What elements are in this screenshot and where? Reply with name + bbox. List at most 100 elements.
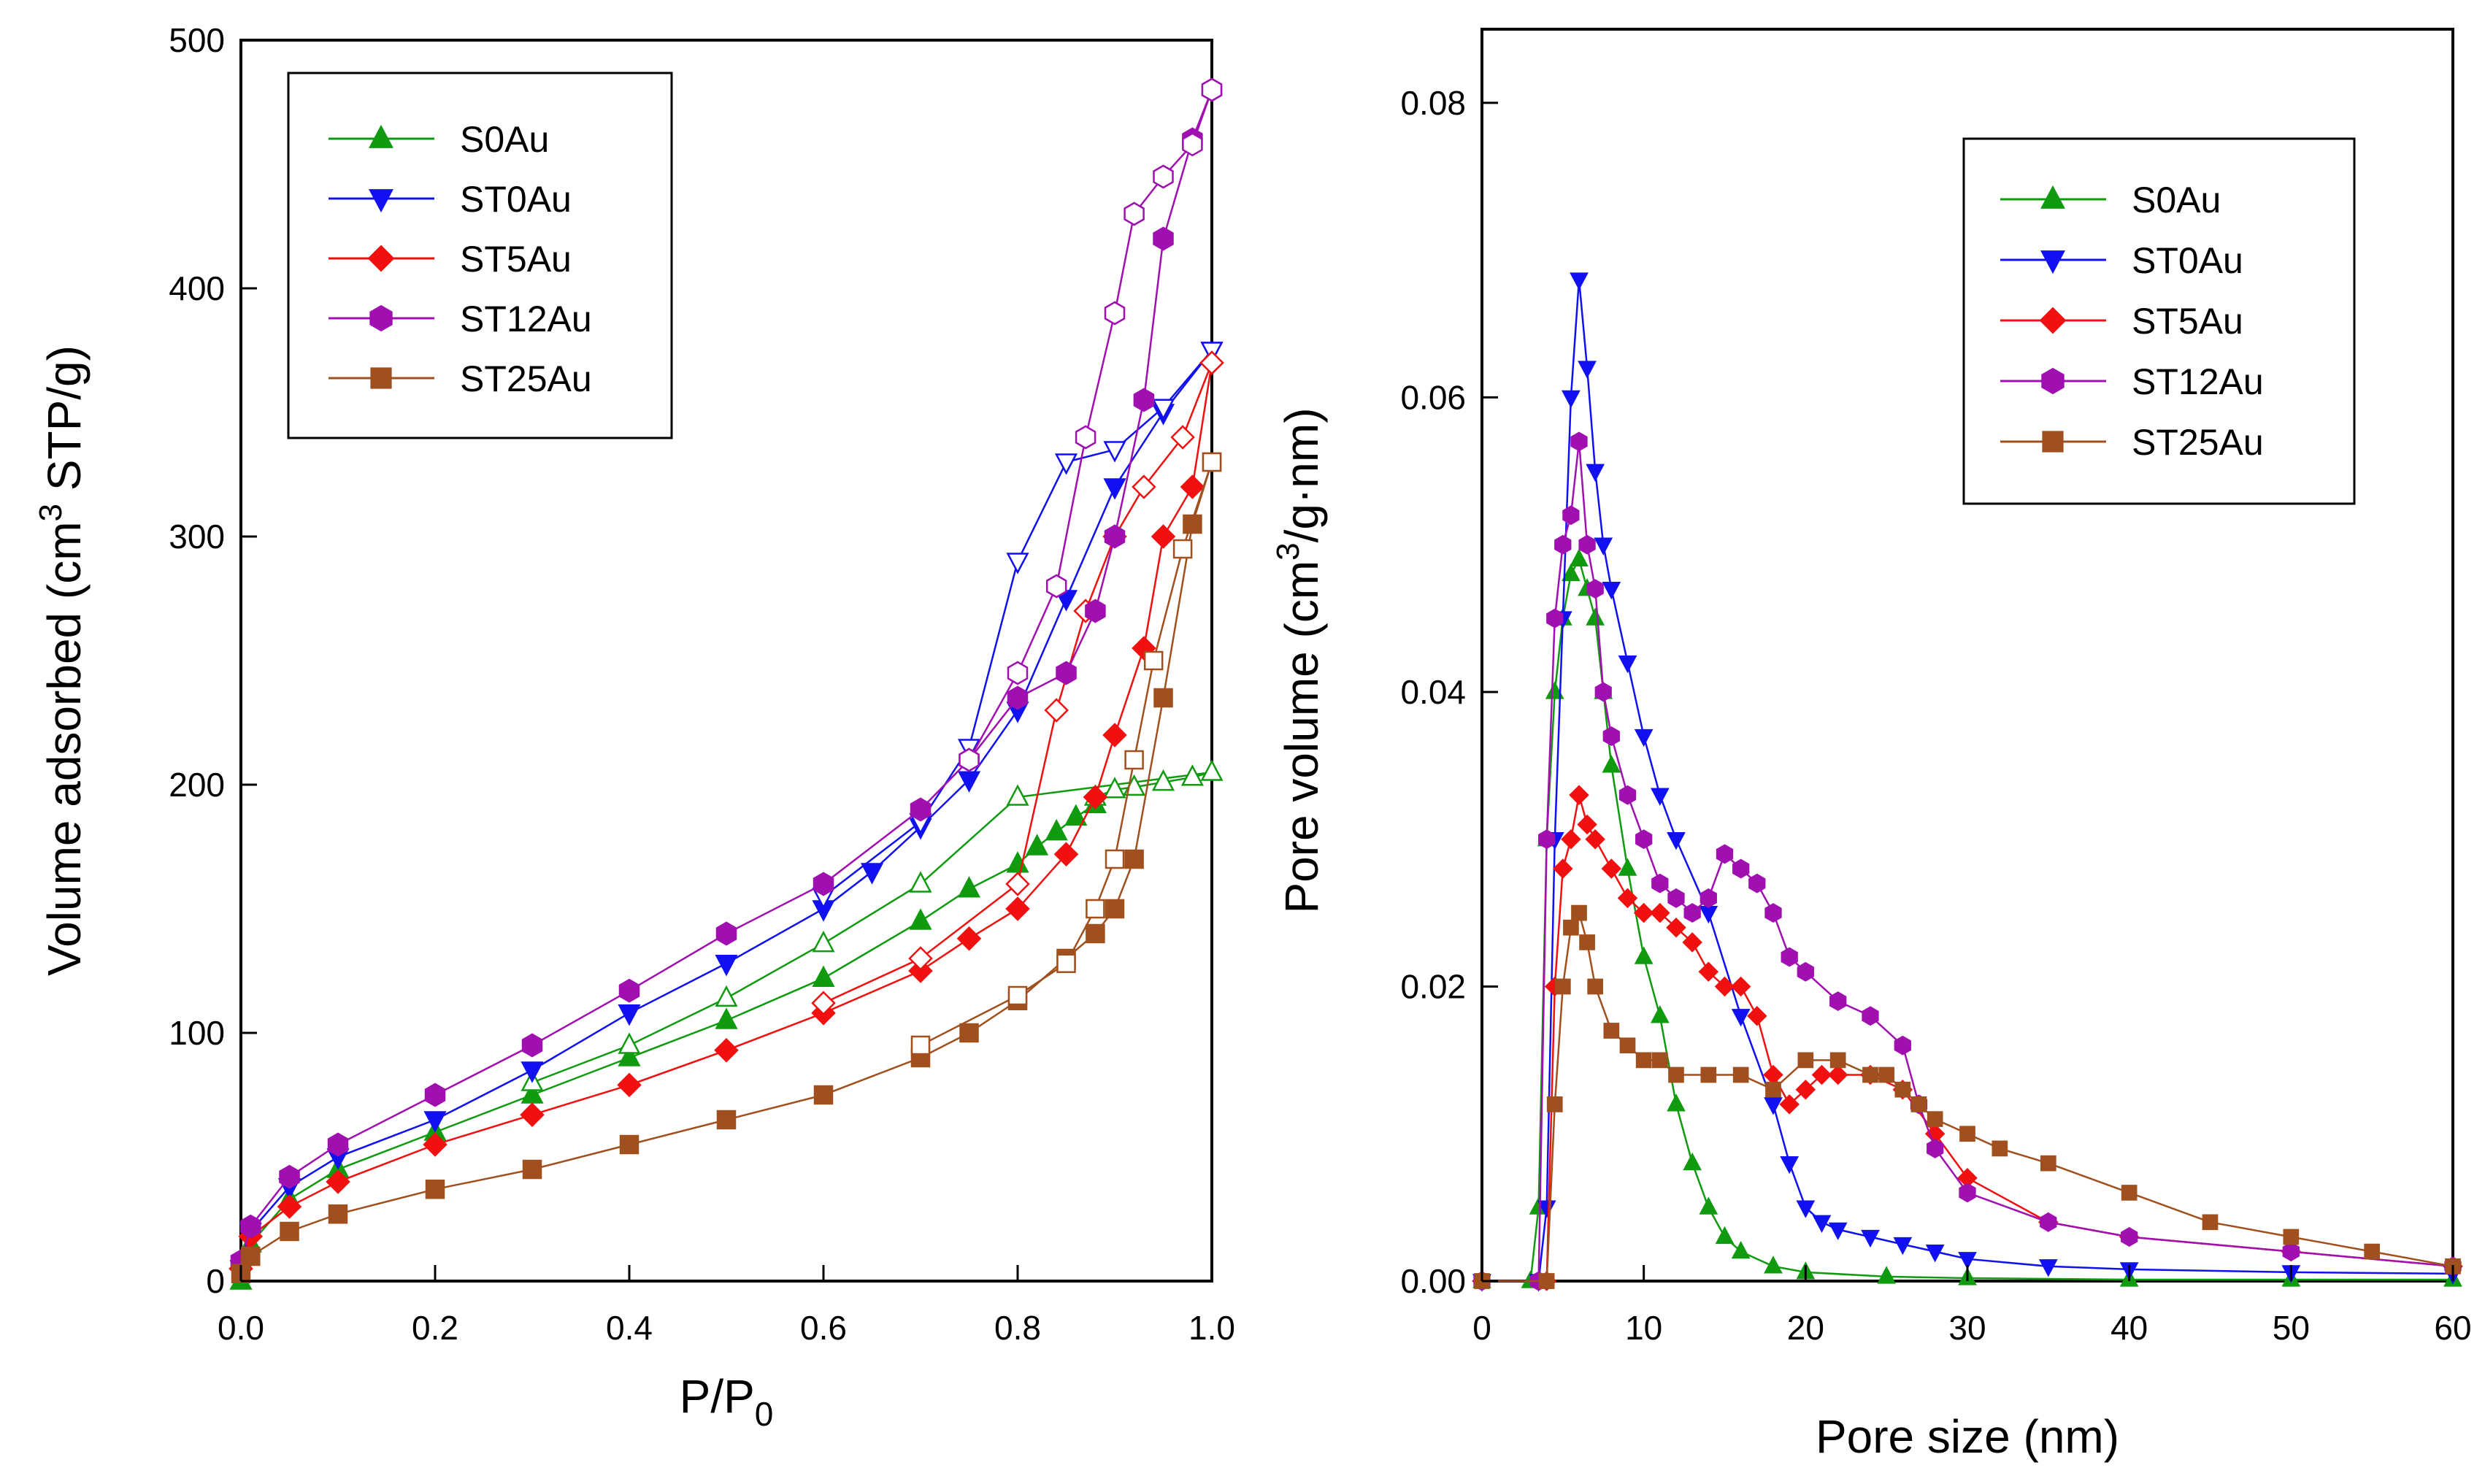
series-st25au-point (1202, 452, 1222, 472)
series-st0au-point (1796, 1200, 1816, 1218)
legend-marker-st5au (367, 245, 395, 272)
series-s0au-point (1731, 1240, 1751, 1259)
series-st25au-point (328, 1204, 348, 1224)
x-tick-label: 0.0 (218, 1309, 264, 1347)
series-st12au-point (1045, 574, 1067, 599)
legend-entry-st0au: ST0Au (2000, 240, 2243, 281)
series-st25au-point (2121, 1185, 2138, 1201)
series-st5au-point (811, 991, 836, 1015)
series-st5au-point (1151, 524, 1176, 549)
series-st0au-point (715, 955, 738, 977)
series-st5au-point (1779, 1094, 1800, 1115)
series-st12au-point (2282, 1242, 2300, 1262)
series-st0au-point (1699, 905, 1718, 924)
series-st25au-point (1619, 1037, 1636, 1054)
series-st5au-point (1053, 842, 1079, 866)
series-s0au-point (1006, 784, 1029, 806)
series-st25au-point (1056, 953, 1076, 974)
series-st12au-point (1927, 1138, 1944, 1158)
legend-marker-s0au (2040, 185, 2065, 209)
x-tick-label: 20 (1787, 1309, 1824, 1347)
series-s0au-point (1586, 607, 1605, 626)
series-st12au-point (1546, 608, 1564, 628)
series-st25au-point (1183, 514, 1202, 534)
series-st12au-point (2121, 1227, 2138, 1247)
series-st0au-point (957, 771, 981, 793)
series-st12au-point (1716, 844, 1734, 864)
series-st12au-point (618, 978, 640, 1003)
series-st12au-point (1594, 682, 1612, 702)
series-st12au-point (424, 1083, 446, 1107)
series-s0au-point (1103, 777, 1126, 799)
series-st25au-point (1587, 978, 1604, 995)
series-st25au-point (1651, 1052, 1668, 1069)
series-st12au-point (1651, 873, 1669, 893)
legend-label-s0au: S0Au (2132, 180, 2221, 220)
series-st25au-distribution (1474, 904, 2461, 1289)
series-st25au-point (1538, 1273, 1555, 1289)
series-st5au-point (1005, 872, 1030, 896)
series-st0au-point (1667, 832, 1686, 850)
series-st0au-point (1828, 1222, 1848, 1241)
series-s0au-point (1064, 804, 1088, 826)
series-st12au-point (1007, 661, 1029, 685)
series-st12au-point (1683, 903, 1701, 923)
y-tick-label: 400 (169, 269, 225, 307)
series-st25au-point (813, 1085, 834, 1105)
series-s0au-desorption-line (531, 771, 1213, 1084)
series-st12au-point (1201, 77, 1223, 102)
series-st25au-point (425, 1179, 445, 1199)
series-st25au-point (280, 1221, 299, 1242)
series-st0au-point (2038, 1259, 2058, 1277)
y-tick-label: 0.04 (1400, 673, 1466, 711)
series-st25au-point (1829, 1052, 1846, 1069)
legend-marker-st25au (2042, 431, 2064, 453)
series-st5au-point (520, 1102, 545, 1127)
x-tick-label: 30 (1948, 1309, 1986, 1347)
series-s0au-point (909, 908, 932, 930)
x-tick-label: 0.6 (800, 1309, 847, 1347)
series-st5au-point (1170, 425, 1195, 450)
series-st0au-point (1103, 441, 1126, 463)
series-st12au-point (1732, 858, 1750, 879)
series-st25au-point (2040, 1155, 2056, 1172)
series-st25au-point (1894, 1081, 1911, 1098)
series-st5au-point (1199, 350, 1224, 375)
series-s0au-adsorption-line (239, 804, 1096, 1282)
series-st12au-point (1153, 164, 1174, 189)
series-st25au-point (1700, 1066, 1717, 1083)
series-st25au-point (1554, 978, 1571, 995)
series-st0au-adsorption-line (239, 350, 1213, 1269)
series-st25au-point (1143, 650, 1164, 671)
series-st12au-point (1748, 873, 1766, 893)
series-st0au-point (1578, 361, 1597, 379)
series-st0au-point (1618, 655, 1637, 674)
series-st5au-point (1698, 961, 1719, 983)
series-s0au-desorption (521, 759, 1224, 1091)
legend-entry-st25au: ST25Au (2000, 422, 2264, 463)
y-tick-label: 300 (169, 518, 225, 555)
y-tick-label: 200 (169, 766, 225, 804)
series-st5au-point (1827, 1064, 1848, 1085)
series-st5au-point (1102, 723, 1127, 747)
series-st0au-point (1586, 464, 1605, 482)
series-st0au-point (1634, 728, 1654, 747)
series-st5au-point (1633, 902, 1654, 923)
x-tick-label: 0.8 (994, 1309, 1041, 1347)
series-st0au-point (1006, 553, 1029, 574)
x-tick-label: 60 (2434, 1309, 2471, 1347)
series-s0au-point (1683, 1152, 1702, 1171)
legend-label-st25au: ST25Au (2132, 422, 2264, 463)
series-st12au-point (1104, 301, 1126, 326)
legend-label-st0au: ST0Au (460, 179, 572, 220)
series-st0au-point (1602, 582, 1621, 600)
series-st25au-point (1571, 904, 1587, 921)
series-st5au-point (714, 1038, 739, 1063)
series-st25au-point (1153, 688, 1173, 708)
series-st5au-point (1617, 888, 1638, 909)
series-st5au-point (956, 926, 982, 951)
series-s0au-point (1650, 1005, 1670, 1023)
series-st12au-point (1075, 425, 1096, 450)
series-st12au-point (521, 1033, 543, 1058)
series-st25au-point (1878, 1066, 1895, 1083)
